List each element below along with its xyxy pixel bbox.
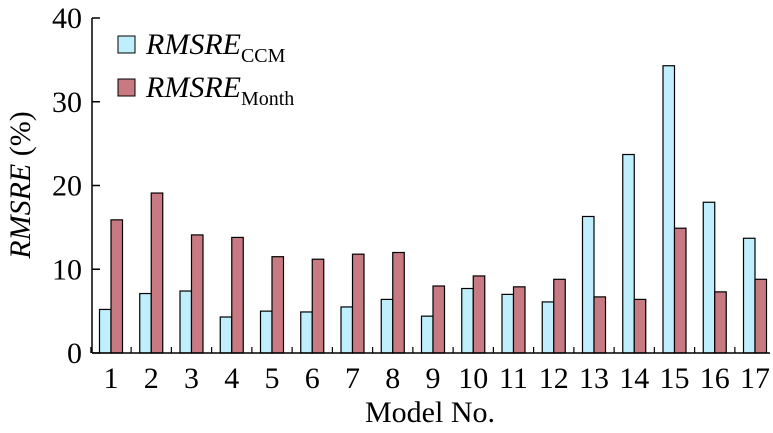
y-tick-label-40: 40 bbox=[52, 2, 82, 35]
bar-month-8 bbox=[392, 251, 405, 354]
legend-swatch-month bbox=[117, 78, 136, 97]
bars-layer bbox=[98, 65, 768, 354]
x-tick-label-12: 12 bbox=[539, 362, 569, 395]
x-ticks-layer: 1 2 3 4 5 6 7 8 9 10 11 12 13 14 15 16 17 bbox=[90, 347, 770, 395]
bar-month-4 bbox=[231, 236, 244, 354]
legend: RMSRECCM RMSREMonth bbox=[117, 28, 294, 110]
y-tick-label-30: 30 bbox=[52, 86, 82, 119]
bar-month-9 bbox=[432, 285, 446, 354]
x-tick-label-17: 17 bbox=[740, 362, 770, 395]
y-axis-title-unit: (%) bbox=[4, 111, 37, 163]
x-tick-label-4: 4 bbox=[224, 362, 239, 395]
bar-ccm-4 bbox=[219, 316, 233, 354]
bar-ccm-14 bbox=[622, 153, 635, 354]
bar-month-6 bbox=[311, 258, 325, 354]
legend-label-month: RMSREMonth bbox=[145, 71, 294, 110]
bar-ccm-16 bbox=[702, 201, 716, 354]
bar-ccm-7 bbox=[340, 306, 354, 354]
bar-ccm-3 bbox=[179, 290, 193, 354]
bar-ccm-11 bbox=[501, 293, 515, 354]
x-axis-title: Model No. bbox=[365, 396, 495, 429]
x-tick-label-8: 8 bbox=[385, 362, 400, 395]
y-tick-label-10: 10 bbox=[52, 253, 82, 286]
y-axis-title-main: RMSRE bbox=[4, 164, 37, 260]
legend-swatch-ccm bbox=[117, 35, 136, 54]
bar-month-5 bbox=[271, 256, 285, 354]
y-tick-label-0: 0 bbox=[67, 337, 82, 370]
legend-label-month-sub: Month bbox=[241, 88, 294, 110]
bar-month-12 bbox=[553, 278, 566, 354]
bar-month-10 bbox=[472, 275, 486, 354]
bar-ccm-6 bbox=[300, 311, 313, 354]
x-tick-label-7: 7 bbox=[345, 362, 360, 395]
bar-month-15 bbox=[673, 227, 687, 354]
bar-month-2 bbox=[150, 192, 164, 354]
bar-month-1 bbox=[110, 219, 124, 354]
x-tick-label-10: 10 bbox=[458, 362, 488, 395]
bar-month-13 bbox=[593, 296, 607, 354]
legend-label-ccm-sub: CCM bbox=[241, 45, 286, 67]
x-tick-label-13: 13 bbox=[579, 362, 609, 395]
y-tick-label-20: 20 bbox=[52, 170, 82, 203]
x-tick-label-15: 15 bbox=[660, 362, 690, 395]
x-tick-label-9: 9 bbox=[426, 362, 441, 395]
bar-ccm-2 bbox=[139, 292, 152, 354]
bar-month-7 bbox=[351, 253, 365, 354]
bar-month-17 bbox=[754, 278, 768, 354]
bar-month-3 bbox=[190, 234, 204, 354]
bar-ccm-13 bbox=[581, 215, 595, 354]
y-axis-title: RMSRE (%) bbox=[4, 111, 37, 259]
x-tick-label-2: 2 bbox=[144, 362, 159, 395]
x-tick-label-16: 16 bbox=[700, 362, 730, 395]
bar-ccm-15 bbox=[662, 65, 676, 354]
bar-ccm-12 bbox=[541, 301, 555, 354]
x-tick-label-3: 3 bbox=[184, 362, 199, 395]
bar-ccm-9 bbox=[420, 315, 434, 354]
legend-label-month-main: RMSRE bbox=[145, 71, 241, 104]
x-tick-label-1: 1 bbox=[104, 362, 119, 395]
x-tick-label-6: 6 bbox=[305, 362, 320, 395]
y-ticks-layer: 0 10 20 30 40 bbox=[52, 2, 100, 370]
bar-ccm-17 bbox=[742, 237, 756, 354]
bar-ccm-5 bbox=[259, 310, 273, 354]
legend-label-ccm-main: RMSRE bbox=[145, 28, 241, 61]
x-tick-label-14: 14 bbox=[619, 362, 649, 395]
bar-ccm-8 bbox=[380, 298, 394, 354]
x-tick-label-5: 5 bbox=[265, 362, 280, 395]
x-tick-label-11: 11 bbox=[499, 362, 528, 395]
bar-ccm-1 bbox=[98, 308, 112, 354]
bar-month-11 bbox=[512, 286, 526, 354]
bar-ccm-10 bbox=[461, 287, 474, 354]
bar-month-16 bbox=[714, 291, 727, 354]
bar-month-14 bbox=[633, 298, 647, 354]
legend-label-ccm: RMSRECCM bbox=[145, 28, 286, 67]
